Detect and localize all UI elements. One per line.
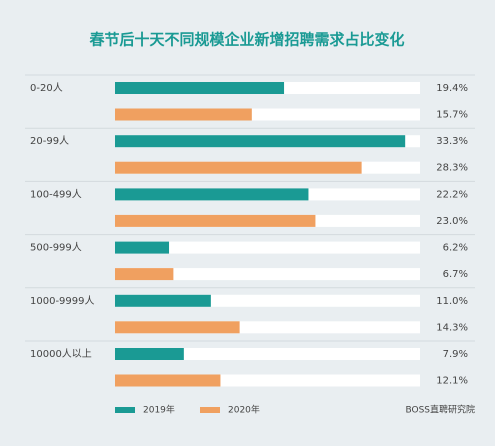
legend-swatch [200,407,220,413]
bar [115,374,221,387]
value-label: 23.0% [436,216,468,227]
value-label: 28.3% [436,163,468,174]
category-label: 10000人以上 [30,348,92,360]
bar [115,82,285,94]
value-label: 11.0% [436,296,468,307]
value-label: 12.1% [436,376,468,387]
bar [115,161,362,174]
value-label: 33.3% [436,136,468,147]
legend-label: 2020年 [228,404,260,416]
bar [115,214,316,227]
value-label: 19.4% [436,83,468,94]
legend-swatch [115,407,135,413]
value-label: 22.2% [436,189,468,200]
bar [115,108,252,121]
bar-track [115,268,420,281]
bar-track [115,241,420,254]
bar-track [115,348,420,360]
source: BOSS直聘研究院 [405,404,475,416]
category-label: 1000-9999人 [30,295,95,307]
bar [115,294,211,307]
category-label: 500-999人 [30,242,82,254]
bar [115,135,406,148]
legend-label: 2019年 [143,404,175,416]
chart-title: 春节后十天不同规模企业新增招聘需求占比变化 [89,31,404,49]
bar [115,241,170,254]
category-label: 100-499人 [30,188,82,200]
value-label: 6.7% [443,269,468,280]
value-label: 7.9% [443,349,468,360]
bar [115,188,309,201]
category-label: 0-20人 [30,82,63,94]
value-label: 14.3% [436,322,468,333]
bar [115,348,184,360]
bar [115,321,240,334]
value-label: 6.2% [443,243,468,254]
category-label: 20-99人 [30,135,69,147]
bar [115,268,174,281]
value-label: 15.7% [436,110,468,121]
